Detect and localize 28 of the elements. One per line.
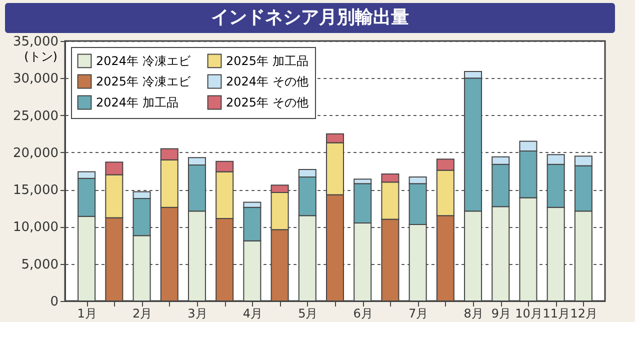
legend-label: 2025年 加工品 <box>226 54 308 68</box>
legend-label: 2025年 その他 <box>226 96 308 110</box>
x-tick-label: 3月 <box>188 306 208 320</box>
x-tick-label: 10月 <box>515 306 542 320</box>
legend-label: 2024年 加工品 <box>96 96 178 110</box>
x-tick-label: 7月 <box>408 306 428 320</box>
x-tick-label: 2月 <box>132 306 152 320</box>
x-tick-label: 1月 <box>77 306 97 320</box>
y-tick-label: 30,000 <box>13 72 58 87</box>
x-tick-label: 4月 <box>242 306 263 320</box>
y-axis-title: (トン) <box>24 50 58 64</box>
legend-label: 2024年 その他 <box>226 74 308 88</box>
x-tick-label: 12月 <box>570 306 598 320</box>
legend-label: 2025年 冷凍エビ <box>96 74 192 88</box>
x-tick-label: 11月 <box>542 306 570 320</box>
x-tick-label: 5月 <box>298 306 318 320</box>
x-tick-label: 8月 <box>464 306 484 320</box>
x-tick-label: 9月 <box>491 306 511 320</box>
y-tick-label: 10,000 <box>13 220 58 236</box>
y-tick-label: 20,000 <box>13 146 58 161</box>
legend-label: 2024年 冷凍エビ <box>96 54 192 68</box>
y-tick-label: 25,000 <box>13 108 58 124</box>
chart-title: インドネシア月別輸出量 <box>211 7 409 28</box>
y-tick-label: 0 <box>50 294 58 310</box>
y-tick-label: 35,000 <box>13 34 58 50</box>
y-tick-label: 5,000 <box>21 257 58 272</box>
x-tick-label: 6月 <box>353 306 373 320</box>
y-tick-label: 15,000 <box>13 183 58 198</box>
